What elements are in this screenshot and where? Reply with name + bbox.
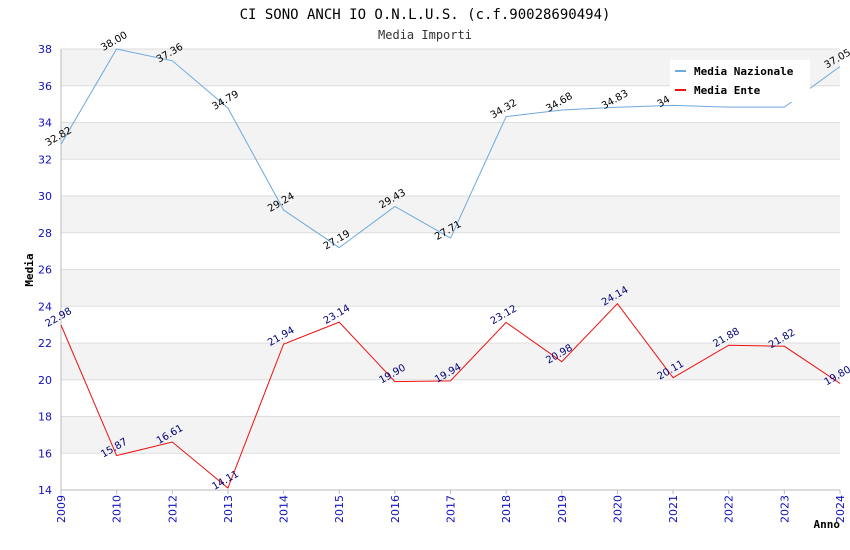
legend-label: Media Ente	[694, 84, 761, 97]
plot-band	[61, 196, 840, 233]
y-tick-label: 32	[38, 153, 52, 166]
data-label: 34.32	[489, 98, 519, 122]
x-axis-title: Anno	[814, 518, 841, 531]
axes	[60, 49, 841, 494]
chart-title: CI SONO ANCH IO O.N.L.U.S. (c.f.90028690…	[240, 7, 611, 23]
x-tick-label: 2012	[166, 495, 179, 523]
x-tick-label: 2009	[55, 495, 68, 523]
y-tick-label: 18	[38, 411, 52, 424]
y-axis-title: Media	[23, 253, 36, 286]
y-tick-labels: 14 16 18 20 22 24 26 28 30 32 34 36 38	[38, 43, 52, 497]
x-tick-labels: 2009 2010 2012 2013 2014 2015 2016 2017 2018 2019…	[55, 495, 847, 523]
y-tick-label: 22	[38, 337, 52, 350]
plot-band	[61, 416, 840, 454]
plot-background-bands	[61, 49, 840, 454]
y-tick-label: 20	[38, 374, 52, 387]
x-tick-label: 2010	[111, 495, 124, 523]
x-tick-label: 2016	[389, 495, 402, 523]
y-tick-label: 14	[38, 484, 52, 497]
x-tick-label: 2024	[834, 495, 847, 523]
x-tick-label: 2015	[333, 495, 346, 523]
chart-subtitle: Media Importi	[378, 28, 472, 42]
series-line-media-ente	[60, 302, 841, 489]
x-tick-label: 2023	[778, 495, 791, 523]
legend-label: Media Nazionale	[694, 65, 794, 78]
y-tick-label: 16	[38, 447, 52, 460]
data-label: 34.79	[211, 89, 241, 113]
y-tick-label: 28	[38, 227, 52, 240]
x-tick-label: 2020	[611, 495, 624, 523]
plot-band	[61, 269, 840, 307]
data-label: 34.68	[544, 91, 574, 115]
legend: Media Nazionale Media Ente	[670, 60, 810, 102]
x-tick-label: 2017	[445, 495, 458, 523]
data-label: 14.11	[211, 469, 241, 493]
y-tick-label: 26	[38, 264, 52, 277]
legend-box	[670, 60, 810, 102]
x-tick-label: 2014	[278, 495, 291, 523]
y-tick-label: 34	[38, 117, 52, 130]
y-tick-label: 38	[38, 43, 52, 56]
series-lines	[60, 48, 841, 489]
x-tick-label: 2022	[723, 495, 736, 523]
plot-band	[61, 343, 840, 380]
x-tick-label: 2013	[222, 495, 235, 523]
y-tick-label: 30	[38, 190, 52, 203]
x-tick-label: 2019	[556, 495, 569, 523]
series-line-media-nazionale	[60, 48, 841, 249]
data-label: 34.83	[600, 88, 630, 112]
y-tick-label: 36	[38, 80, 52, 93]
y-tick-label: 24	[38, 300, 52, 313]
plot-band	[61, 122, 840, 160]
data-label: 23.12	[489, 303, 519, 327]
x-tick-label: 2021	[667, 495, 680, 523]
x-tick-label: 2018	[500, 495, 513, 523]
